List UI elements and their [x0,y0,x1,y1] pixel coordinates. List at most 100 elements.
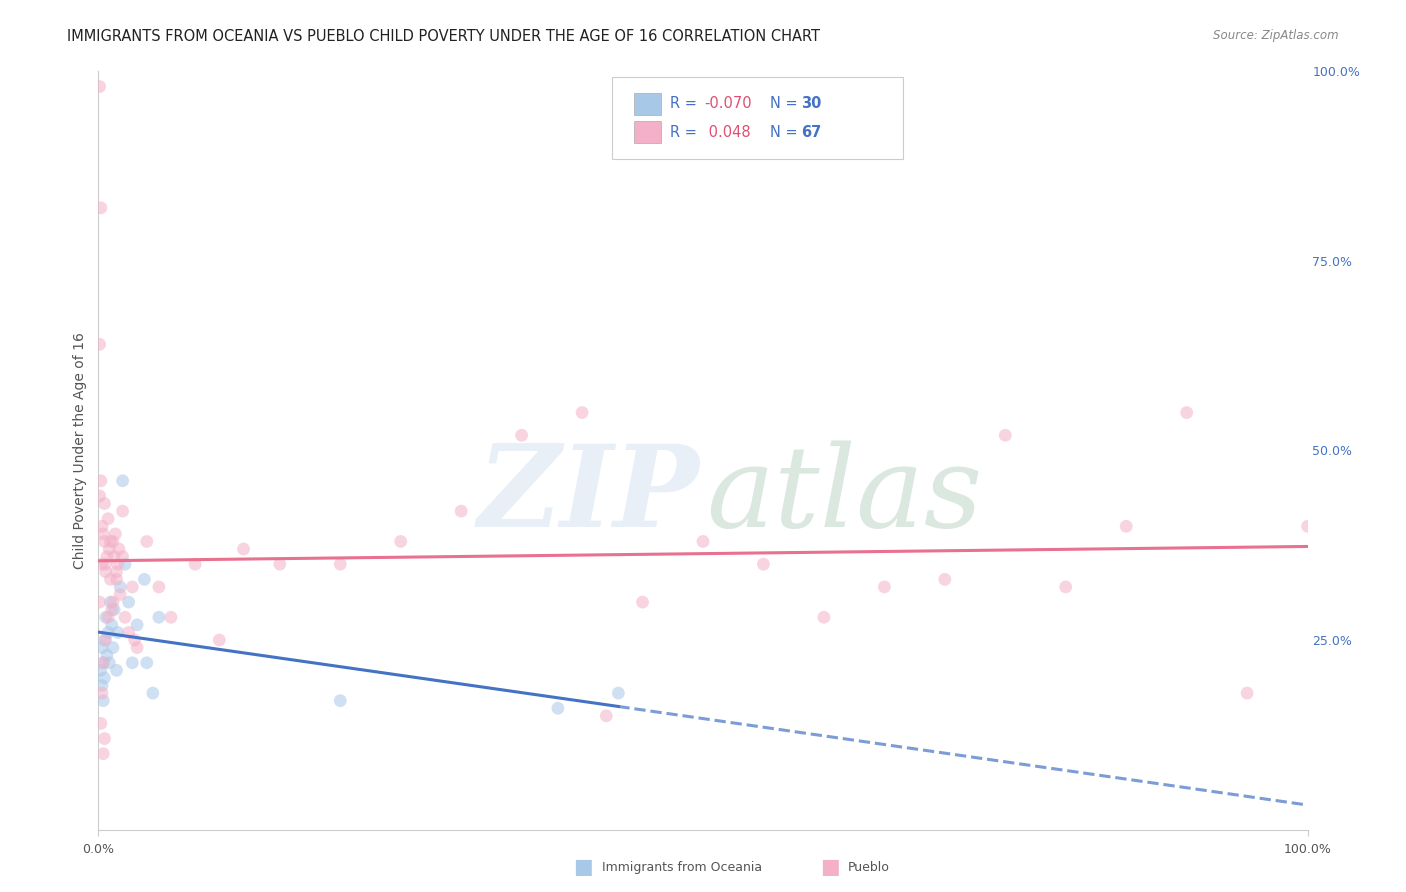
Text: 67: 67 [801,125,821,140]
Point [103,549,125,564]
Point [91,519,114,533]
Point [98,656,121,670]
Point [114,610,136,624]
Point [329,557,352,572]
Point [114,557,136,572]
Point [89,489,111,503]
Point [91,557,114,572]
Text: -0.070: -0.070 [704,95,752,111]
Point [93,496,115,510]
Point [692,534,714,549]
Text: atlas: atlas [707,441,983,551]
Point [90,716,112,731]
Point [127,617,149,632]
Point [91,686,114,700]
Point [108,580,131,594]
Point [94,610,117,624]
Point [101,595,124,609]
Point [121,656,143,670]
Point [91,694,114,708]
Point [148,580,170,594]
Point [111,549,134,564]
Point [135,534,157,549]
Point [93,633,115,648]
Point [118,595,141,609]
Text: ■: ■ [574,857,593,877]
FancyBboxPatch shape [634,93,661,115]
Text: Immigrants from Oceania: Immigrants from Oceania [602,861,762,873]
Point [118,625,141,640]
Point [994,428,1017,442]
Point [873,580,896,594]
Point [121,580,143,594]
Point [160,610,183,624]
Point [91,678,114,692]
Y-axis label: Child Poverty Under the Age of 16: Child Poverty Under the Age of 16 [73,332,87,569]
Point [101,534,124,549]
Point [547,701,569,715]
Point [148,610,170,624]
Text: 0.048: 0.048 [704,125,751,140]
Point [90,474,112,488]
FancyBboxPatch shape [634,120,661,144]
Text: 30: 30 [801,95,821,111]
Point [813,610,835,624]
Point [91,747,114,761]
Point [100,603,122,617]
Point [184,557,207,572]
Text: ZIP: ZIP [478,441,699,551]
Text: ■: ■ [820,857,839,877]
Point [607,686,630,700]
Point [100,573,122,587]
Point [108,588,131,602]
Point [100,595,122,609]
Point [107,625,129,640]
Point [94,633,117,648]
Point [208,633,231,648]
Point [1175,405,1198,420]
Point [97,512,120,526]
Text: R =: R = [671,95,702,111]
Point [1115,519,1137,533]
Point [1296,519,1319,533]
Text: N =: N = [769,125,801,140]
Point [107,557,129,572]
Point [89,79,111,94]
Text: Pueblo: Pueblo [848,861,890,873]
Point [631,595,654,609]
Point [94,565,117,579]
Point [97,625,120,640]
Point [571,405,593,420]
Point [100,534,122,549]
Point [105,573,128,587]
Point [127,640,149,655]
Point [93,731,115,746]
Point [100,617,122,632]
Text: Source: ZipAtlas.com: Source: ZipAtlas.com [1213,29,1339,42]
Text: IMMIGRANTS FROM OCEANIA VS PUEBLO CHILD POVERTY UNDER THE AGE OF 16 CORRELATION : IMMIGRANTS FROM OCEANIA VS PUEBLO CHILD … [67,29,821,44]
Point [752,557,775,572]
Point [97,610,120,624]
Point [90,664,112,678]
Text: N =: N = [769,95,801,111]
Point [104,526,127,541]
Point [98,542,121,557]
Point [105,565,128,579]
Point [91,526,114,541]
Point [103,603,125,617]
FancyBboxPatch shape [613,77,903,159]
Point [96,549,118,564]
Point [111,474,134,488]
Point [124,633,146,648]
Point [90,201,112,215]
Point [389,534,412,549]
Point [135,656,157,670]
Point [450,504,472,518]
Point [142,686,165,700]
Point [595,708,617,723]
Point [134,573,156,587]
Point [329,694,352,708]
Point [269,557,291,572]
Text: R =: R = [671,125,702,140]
Point [108,542,131,557]
